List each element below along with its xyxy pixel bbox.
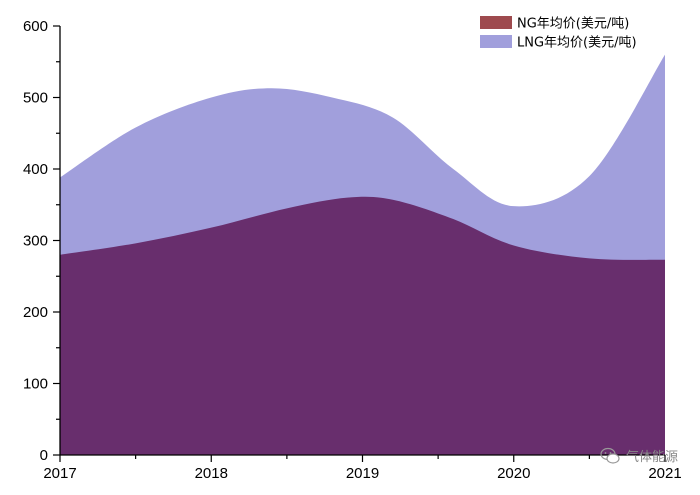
legend-label: LNG年均价(美元/吨) [517, 36, 637, 51]
axes [53, 25, 666, 462]
y-tick-label: 600 [23, 18, 48, 35]
x-tick-label: 2019 [346, 465, 379, 482]
y-tick-label: 400 [23, 161, 48, 178]
legend-swatch [480, 35, 512, 48]
y-tick-label: 200 [23, 304, 48, 321]
legend-swatch [480, 16, 512, 29]
x-tick-label: 2020 [497, 465, 530, 482]
x-tick-label: 2018 [195, 465, 228, 482]
series-areas [60, 54, 665, 455]
legend: NG年均价(美元/吨) LNG年均价(美元/吨) [480, 16, 637, 51]
legend-label: NG年均价(美元/吨) [517, 17, 629, 32]
watermark-text: 气体能源 [625, 450, 678, 465]
y-tick-label: 0 [40, 447, 48, 464]
ng-area [60, 196, 665, 455]
y-tick-label: 500 [23, 90, 48, 107]
x-tick-label: 2017 [43, 465, 76, 482]
tick-labels: 0 100 200 300 400 500 600 2017 2018 2019 2020 2021 [23, 18, 682, 482]
x-tick-label: 2021 [648, 465, 681, 482]
y-tick-label: 300 [23, 233, 48, 250]
wechat-icon [600, 447, 620, 464]
watermark: 气体能源 [600, 446, 678, 465]
y-tick-label: 100 [23, 376, 48, 393]
